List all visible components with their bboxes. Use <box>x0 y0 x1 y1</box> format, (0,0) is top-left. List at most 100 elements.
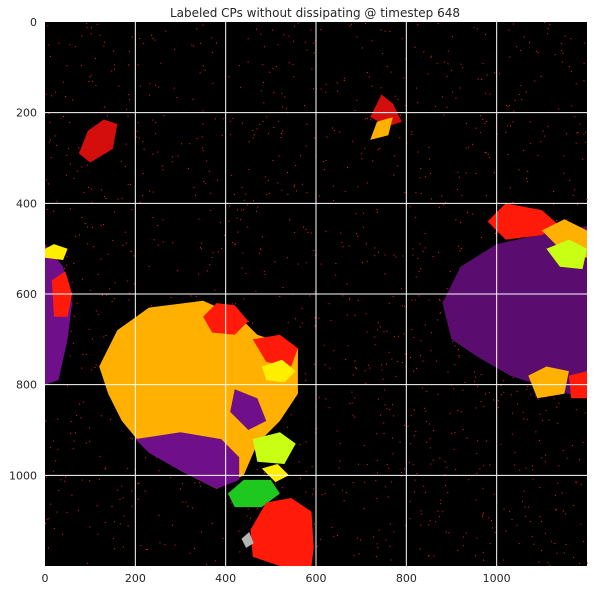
noise-speckle <box>557 422 559 424</box>
noise-speckle <box>374 247 376 249</box>
noise-speckle <box>529 521 531 522</box>
noise-speckle <box>554 495 556 497</box>
noise-speckle <box>395 376 397 378</box>
noise-speckle <box>547 562 549 564</box>
noise-speckle <box>185 501 187 503</box>
noise-speckle <box>65 476 67 478</box>
noise-speckle <box>425 421 427 423</box>
noise-speckle <box>323 344 325 346</box>
noise-speckle <box>152 217 154 219</box>
noise-speckle <box>411 299 413 301</box>
noise-speckle <box>216 42 217 44</box>
noise-speckle <box>231 303 233 305</box>
noise-speckle <box>91 338 93 340</box>
noise-speckle <box>323 169 325 171</box>
noise-speckle <box>235 243 237 245</box>
noise-speckle <box>202 110 204 112</box>
noise-speckle <box>316 545 318 547</box>
noise-speckle <box>288 35 290 37</box>
noise-speckle <box>563 552 565 554</box>
noise-speckle <box>314 317 316 319</box>
noise-speckle <box>80 417 82 419</box>
noise-speckle <box>206 160 208 162</box>
noise-speckle <box>440 499 442 501</box>
noise-speckle <box>565 543 567 545</box>
noise-speckle <box>145 549 147 551</box>
noise-speckle <box>458 176 460 178</box>
noise-speckle <box>311 466 313 468</box>
noise-speckle <box>352 374 354 376</box>
noise-speckle <box>415 192 417 194</box>
noise-speckle <box>368 76 370 78</box>
noise-speckle <box>57 418 59 420</box>
noise-speckle <box>56 200 58 202</box>
noise-speckle <box>352 482 354 484</box>
noise-speckle <box>104 196 105 198</box>
noise-speckle <box>417 151 419 153</box>
noise-speckle <box>200 485 202 487</box>
noise-speckle <box>190 295 192 297</box>
noise-speckle <box>196 28 198 30</box>
noise-speckle <box>503 380 505 382</box>
noise-speckle <box>379 147 381 149</box>
noise-speckle <box>57 448 59 450</box>
noise-speckle <box>304 105 305 107</box>
noise-speckle <box>447 50 449 52</box>
noise-speckle <box>114 64 116 66</box>
noise-speckle <box>429 438 431 440</box>
noise-speckle <box>405 58 407 60</box>
noise-speckle <box>390 523 392 525</box>
x-tick-label: 400 <box>215 572 236 585</box>
noise-speckle <box>62 533 63 535</box>
noise-speckle <box>380 414 382 416</box>
noise-speckle <box>579 123 581 125</box>
noise-speckle <box>198 273 200 275</box>
noise-speckle <box>482 118 484 120</box>
noise-speckle <box>192 507 194 509</box>
noise-speckle <box>514 464 516 466</box>
noise-speckle <box>418 295 420 297</box>
noise-speckle <box>422 387 424 389</box>
noise-speckle <box>255 290 257 292</box>
noise-speckle <box>489 464 491 466</box>
noise-speckle <box>365 313 367 315</box>
noise-speckle <box>541 457 543 459</box>
noise-speckle <box>404 305 406 307</box>
noise-speckle <box>586 199 588 200</box>
noise-speckle <box>127 183 129 185</box>
noise-speckle <box>465 147 467 149</box>
noise-speckle <box>454 468 456 470</box>
noise-speckle <box>374 255 376 257</box>
noise-speckle <box>564 35 566 37</box>
noise-speckle <box>320 29 322 31</box>
noise-speckle <box>313 88 314 90</box>
noise-speckle <box>162 169 164 171</box>
noise-speckle <box>375 480 377 482</box>
noise-speckle <box>516 46 518 48</box>
noise-speckle <box>494 531 496 533</box>
noise-speckle <box>427 555 429 557</box>
noise-speckle <box>55 460 57 462</box>
noise-speckle <box>557 482 559 484</box>
noise-speckle <box>410 133 412 135</box>
noise-speckle <box>174 48 176 50</box>
noise-speckle <box>537 398 539 400</box>
noise-speckle <box>260 90 262 92</box>
noise-speckle <box>447 371 449 373</box>
noise-speckle <box>356 233 357 235</box>
noise-speckle <box>486 74 488 76</box>
noise-speckle <box>294 232 296 233</box>
noise-speckle <box>574 189 576 191</box>
noise-speckle <box>445 484 446 486</box>
noise-speckle <box>142 173 144 175</box>
noise-speckle <box>551 540 553 542</box>
noise-speckle <box>87 563 89 565</box>
y-tick-label: 1000 <box>9 469 37 482</box>
noise-speckle <box>549 24 551 26</box>
noise-speckle <box>269 71 271 73</box>
noise-speckle <box>389 31 391 32</box>
noise-speckle <box>386 65 388 67</box>
noise-speckle <box>428 158 430 160</box>
noise-speckle <box>181 143 182 145</box>
